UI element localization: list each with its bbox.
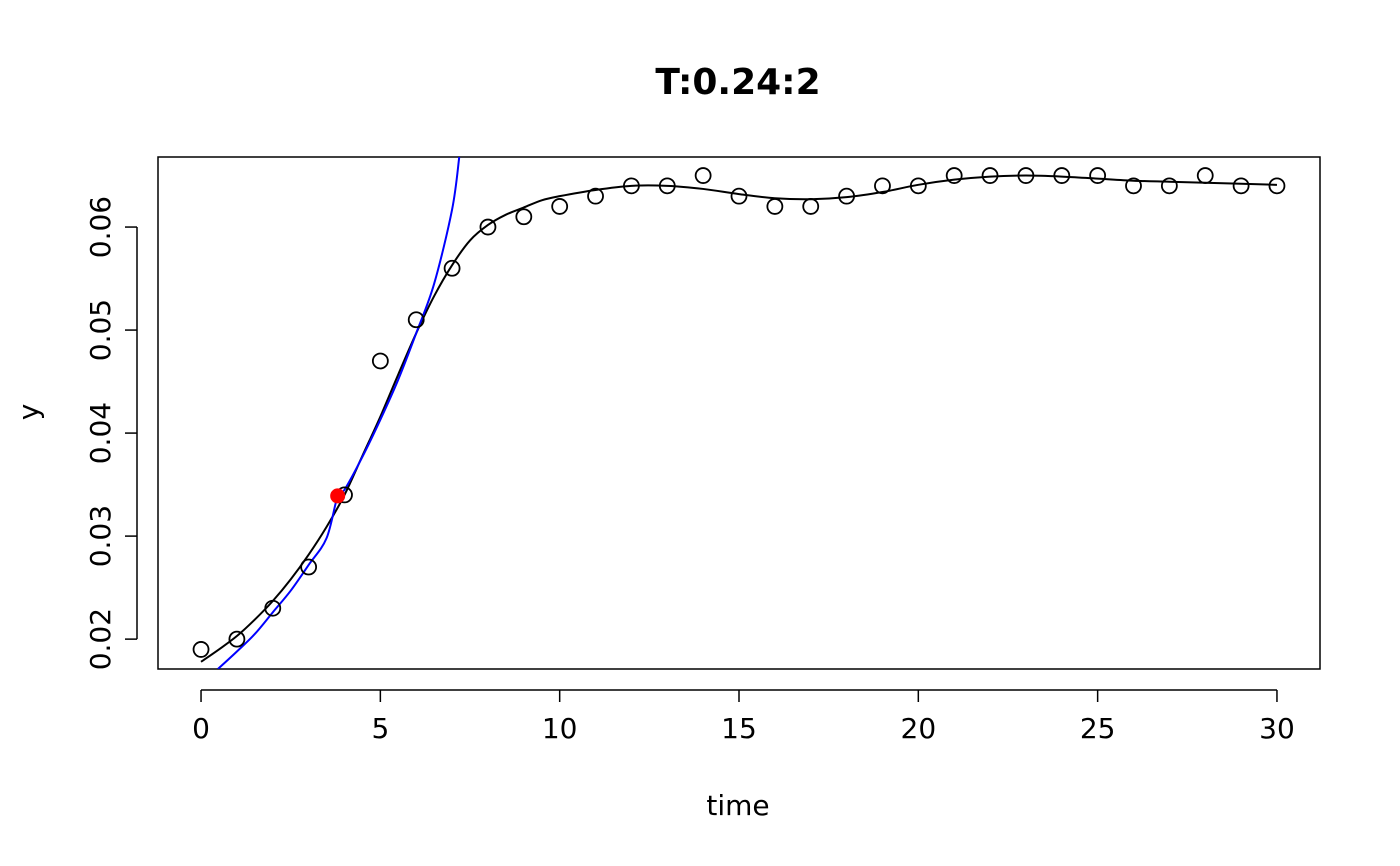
data-point [802,198,820,215]
x-tick-label: 25 [1080,712,1116,745]
data-point [300,558,318,576]
tangent-line [217,157,461,669]
y-tick-label: 0.04 [84,402,117,464]
data-point [192,641,210,658]
x-tick-label: 5 [371,712,389,745]
data-point [371,352,389,370]
data-point [766,198,784,215]
fitted-curve [200,174,1277,663]
y-tick-label: 0.02 [84,608,117,670]
data-point [1053,167,1071,184]
data-point [1089,167,1107,184]
data-point [443,259,461,277]
x-tick-label: 30 [1259,712,1295,745]
x-tick-label: 15 [721,712,757,745]
data-point [874,177,891,195]
data-point [623,177,640,195]
plot-frame [157,156,1321,670]
data-point [479,218,497,236]
highlight-point [330,488,346,504]
data-point [838,187,855,205]
data-point [945,167,963,184]
x-tick-label: 10 [542,712,578,745]
y-tick-label: 0.05 [84,299,117,361]
data-point [658,177,676,195]
data-point [909,177,927,195]
data-point [730,187,748,205]
plot-layer: 0 5 10 15 20 25 30 0.02 0.03 0.04 0.05 0.06 [84,156,1321,745]
x-tick-label: 0 [192,712,210,745]
y-tick-label: 0.03 [84,505,117,567]
data-point [264,599,282,617]
data-point [515,208,533,226]
data-point [1268,177,1286,195]
x-axis-title: time [706,789,769,822]
data-point [981,167,999,184]
data-point [551,198,569,215]
series-layer [200,157,1277,669]
data-point [694,167,712,184]
data-point [407,311,425,329]
y-tick-label: 0.06 [84,196,117,258]
data-point [1017,167,1035,184]
y-axis-title: y [12,404,45,421]
data-point [1125,177,1142,195]
data-point [228,630,246,648]
data-point [1196,167,1214,184]
data-point [1160,177,1178,195]
data-point [1232,177,1250,195]
data-point [587,187,604,205]
x-tick-label: 20 [901,712,937,745]
chart-title: T:0.24:2 [655,62,820,103]
